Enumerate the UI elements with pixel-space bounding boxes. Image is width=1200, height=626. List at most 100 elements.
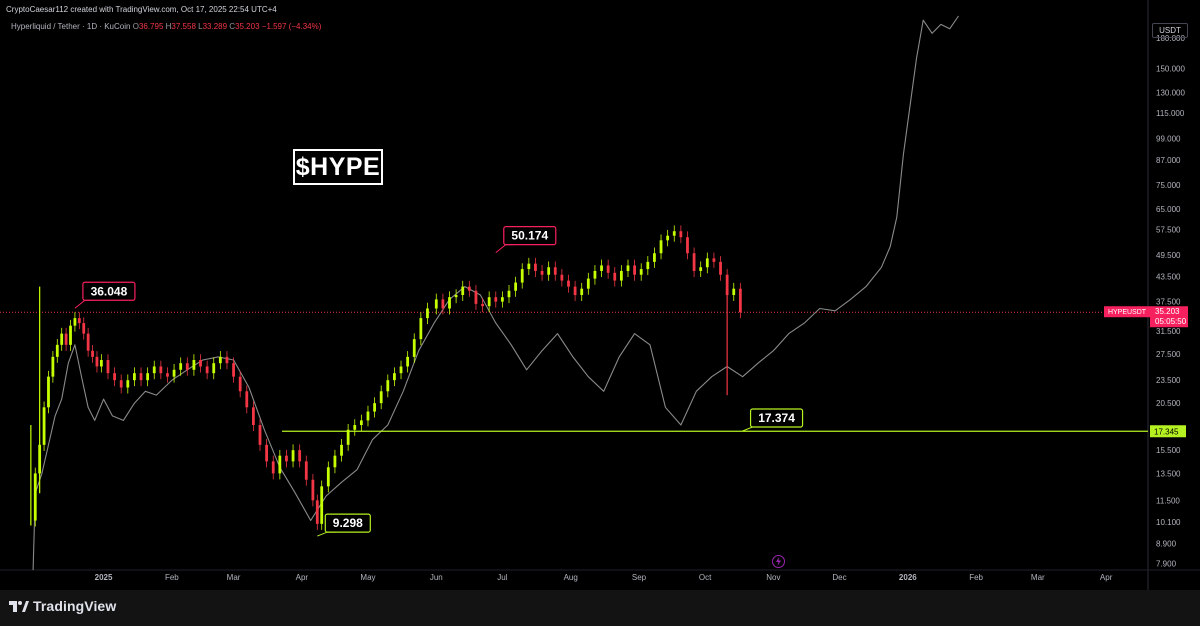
- tradingview-logo-icon: [9, 601, 29, 612]
- lightning-icon[interactable]: [772, 555, 785, 568]
- candle-body: [586, 278, 590, 289]
- close-label: C: [229, 22, 236, 31]
- candle-body: [534, 263, 537, 271]
- support-tag: 17.345: [1154, 427, 1179, 436]
- candle-body: [238, 376, 242, 392]
- candle-body: [626, 265, 630, 271]
- callout-box: [503, 226, 557, 246]
- candle-body: [540, 270, 544, 275]
- high-value: 37.558: [171, 22, 196, 31]
- y-tick-label: 57.500: [1156, 226, 1181, 235]
- y-tick-label: 7.900: [1156, 559, 1177, 568]
- candle-body: [646, 261, 650, 270]
- candle-body: [38, 444, 42, 474]
- candle-body: [77, 318, 81, 324]
- x-tick-label: 2026: [899, 573, 917, 582]
- candle-body: [47, 376, 50, 408]
- tradingview-logo[interactable]: TradingView: [9, 598, 116, 614]
- candle-body: [441, 299, 445, 309]
- x-tick-label: Aug: [564, 573, 578, 582]
- candle-body: [225, 356, 229, 364]
- callout-label: 36.048: [91, 284, 128, 298]
- y-tick-label: 31.500: [1156, 327, 1181, 336]
- symbol-name[interactable]: Hyperliquid / Tether · 1D · KuCoin: [11, 22, 131, 31]
- y-tick-label: 11.500: [1156, 496, 1180, 505]
- chart-credit: CryptoCaesar112 created with TradingView…: [6, 5, 277, 14]
- y-tick-label: 43.500: [1156, 273, 1181, 282]
- candle-body: [712, 258, 716, 262]
- overlay-series: [32, 15, 959, 571]
- x-tick-label: Oct: [699, 573, 712, 582]
- footer-bar: [0, 590, 1200, 626]
- candle-body: [42, 407, 46, 445]
- axes: [0, 0, 1200, 590]
- change-value: −1.597 (−4.34%): [261, 22, 322, 31]
- candle-body: [474, 290, 478, 304]
- y-tick-label: 27.500: [1156, 350, 1181, 359]
- y-tick-label: 130.000: [1156, 89, 1185, 98]
- y-tick-label: 87.000: [1156, 156, 1181, 165]
- candle-body: [366, 411, 370, 421]
- candle-body: [258, 425, 262, 445]
- candle-body: [494, 297, 498, 302]
- candle-body: [560, 274, 564, 281]
- callout-label: 9.298: [333, 516, 363, 530]
- candle-body: [60, 333, 64, 345]
- candle-body: [205, 366, 209, 374]
- candle-body: [291, 450, 295, 462]
- candle-body: [481, 303, 484, 307]
- candle-body: [33, 473, 37, 521]
- candle-body: [454, 295, 458, 298]
- candle-body: [251, 407, 255, 426]
- candle-body: [192, 359, 196, 370]
- candle-body: [91, 350, 94, 357]
- x-tick-label: Jun: [430, 573, 443, 582]
- candle-body: [119, 380, 123, 388]
- candle-body: [527, 263, 531, 270]
- candle-body: [113, 373, 116, 381]
- candle-body: [679, 231, 683, 238]
- candle-body: [606, 265, 610, 273]
- candle-body: [738, 288, 742, 313]
- candle-body: [520, 269, 524, 283]
- candle-body: [304, 461, 308, 480]
- candle-body: [461, 286, 465, 296]
- y-tick-label: 150.000: [1156, 65, 1185, 74]
- candle-body: [82, 323, 86, 334]
- y-tick-label: 75.000: [1156, 181, 1181, 190]
- candle-body: [692, 253, 696, 271]
- candle-body: [672, 231, 676, 236]
- x-tick-label: Jul: [497, 573, 507, 582]
- candle-body: [159, 366, 163, 374]
- candle-body: [346, 429, 350, 445]
- y-tick-label: 180.000: [1156, 34, 1185, 43]
- candle-body: [699, 267, 703, 271]
- y-tick-label: 65.000: [1156, 205, 1181, 214]
- candle-body: [172, 369, 176, 377]
- candle-body: [278, 455, 282, 474]
- candle-body: [639, 269, 643, 275]
- y-tick-label: 23.500: [1156, 376, 1181, 385]
- candle-body: [245, 391, 249, 408]
- high-label: H: [165, 22, 172, 31]
- candle-body: [487, 297, 491, 307]
- brand-name: TradingView: [33, 598, 117, 614]
- open-label: O: [132, 22, 139, 31]
- candle-body: [732, 288, 736, 296]
- candle-body: [553, 267, 557, 275]
- candle-body: [315, 500, 319, 524]
- currency-button[interactable]: USDT: [1152, 23, 1188, 38]
- candles: [30, 225, 742, 530]
- candle-body: [666, 235, 670, 241]
- reference-lines: [0, 311, 1148, 432]
- candle-body: [55, 344, 59, 357]
- candle-body: [514, 282, 518, 291]
- y-tick-label: 13.500: [1156, 469, 1181, 478]
- overlay-line: [32, 15, 959, 571]
- candle-body: [593, 270, 597, 279]
- candle-body: [600, 265, 603, 271]
- candle-body: [311, 479, 315, 501]
- candle-body: [434, 299, 438, 309]
- x-tick-label: Feb: [165, 573, 179, 582]
